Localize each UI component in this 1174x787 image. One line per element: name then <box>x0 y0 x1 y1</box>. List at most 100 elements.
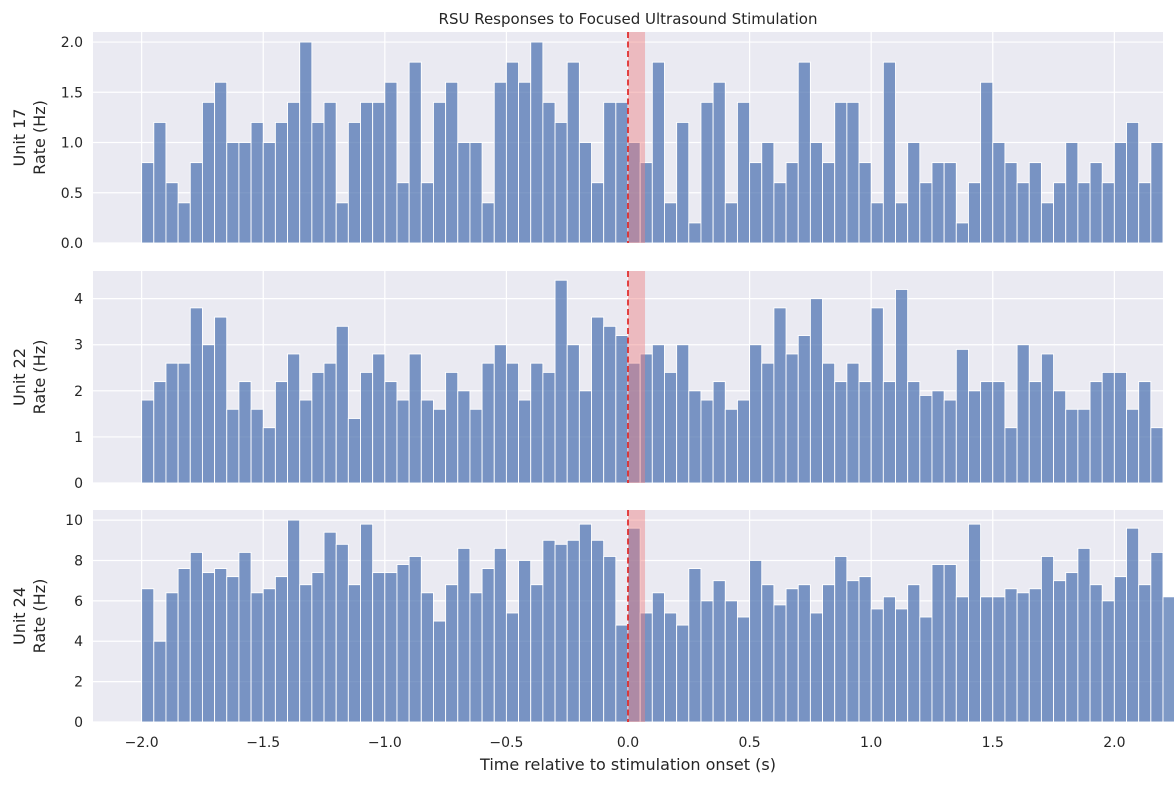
bar <box>165 592 179 723</box>
unit-label: Unit 22 <box>10 348 29 406</box>
bar <box>1138 182 1152 244</box>
bar <box>797 61 811 244</box>
bar <box>992 381 1006 484</box>
bar-series <box>141 41 1164 244</box>
bar <box>226 408 240 484</box>
bar <box>980 596 994 723</box>
bar <box>603 101 617 244</box>
bar <box>530 584 544 723</box>
bar <box>1065 408 1079 484</box>
bar <box>250 121 264 244</box>
bar <box>1126 121 1140 244</box>
bar <box>591 182 605 244</box>
bar <box>907 584 921 723</box>
bar <box>773 182 787 244</box>
y-axis-label: Unit 22Rate (Hz) <box>10 340 49 415</box>
bar <box>299 584 313 723</box>
y-tick-label: 1.0 <box>61 136 83 152</box>
bar <box>724 408 738 484</box>
bar-series <box>141 519 1174 723</box>
y-axis-label: Unit 24Rate (Hz) <box>10 579 49 654</box>
bar <box>311 572 325 723</box>
x-axis: −2.0 −1.5 −1.0 −0.5 0.0 0.5 1.0 1.5 2.0 <box>125 735 1126 751</box>
bar <box>566 344 580 484</box>
bar <box>481 362 495 484</box>
bar <box>226 576 240 723</box>
bar <box>542 539 556 723</box>
bar <box>153 640 167 723</box>
bar <box>700 399 714 484</box>
bar <box>165 182 179 244</box>
y-axis-label: Unit 17Rate (Hz) <box>10 100 49 175</box>
bar <box>664 612 678 723</box>
bar <box>1138 584 1152 723</box>
x-axis-label: Time relative to stimulation onset (s) <box>479 755 776 774</box>
bar <box>822 362 836 484</box>
bar <box>323 531 337 723</box>
y-tick-label: 0 <box>74 476 83 492</box>
bar <box>1150 142 1164 244</box>
bar <box>226 142 240 244</box>
bar <box>858 381 872 484</box>
bar <box>968 523 982 723</box>
bar <box>457 142 471 244</box>
bar <box>372 353 386 484</box>
bar <box>189 162 203 244</box>
bar <box>846 362 860 484</box>
bar <box>712 580 726 723</box>
bar <box>153 121 167 244</box>
y-tick-label: 2 <box>74 384 83 400</box>
bar <box>882 596 896 723</box>
stimulation-window <box>628 32 646 243</box>
bar <box>542 101 556 244</box>
bar <box>785 162 799 244</box>
bar <box>481 202 495 244</box>
bar <box>1040 353 1055 484</box>
panel-3: 0 2 4 6 8 10 Unit 24Rate (Hz) <box>10 510 1174 731</box>
bar <box>1089 584 1103 723</box>
bar <box>1053 182 1067 244</box>
bar <box>433 408 447 484</box>
bar <box>287 353 301 484</box>
bar <box>141 588 155 723</box>
unit-label: Unit 17 <box>10 108 29 166</box>
bar <box>919 616 933 723</box>
y-tick-label: 0 <box>74 715 83 731</box>
bar <box>420 592 434 723</box>
bar <box>943 564 957 723</box>
bar <box>676 121 690 244</box>
bar <box>980 381 994 484</box>
bar <box>773 307 787 484</box>
bar <box>566 61 580 244</box>
bar <box>1004 427 1018 484</box>
bar <box>955 348 969 484</box>
bar <box>1065 572 1079 723</box>
bar <box>797 335 811 484</box>
bar <box>299 41 313 244</box>
bar <box>785 588 799 723</box>
bar <box>493 547 507 723</box>
bar <box>372 101 386 244</box>
bar <box>177 202 191 244</box>
bar <box>335 202 349 244</box>
bar <box>603 555 617 723</box>
x-tick-label: −1.0 <box>368 735 402 751</box>
bar <box>907 142 921 244</box>
bar <box>274 381 288 484</box>
bar <box>360 371 374 484</box>
bar <box>214 81 228 244</box>
bar <box>311 371 325 484</box>
bar <box>493 344 507 484</box>
bar <box>846 580 860 723</box>
bar <box>1077 547 1091 723</box>
bar <box>749 560 763 723</box>
bar <box>846 101 860 244</box>
bar <box>736 399 751 484</box>
bar <box>505 612 520 723</box>
y-tick-label: 10 <box>65 513 83 529</box>
bar <box>299 399 313 484</box>
bar <box>676 344 690 484</box>
bar-series <box>141 279 1164 484</box>
bar <box>834 101 848 244</box>
